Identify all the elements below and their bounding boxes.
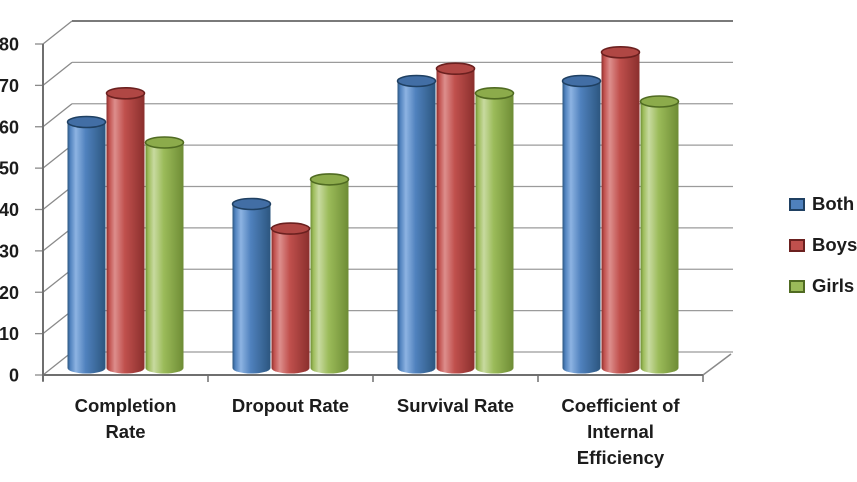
bar-top-girls-2 — [474, 87, 515, 100]
gridline-depth — [42, 144, 73, 169]
bar-top-both-2 — [396, 74, 437, 88]
bar-girls-0 — [145, 142, 184, 374]
legend-label-girls: Girls — [812, 275, 855, 296]
y-axis-label: 20 — [0, 283, 19, 303]
category-label: Coefficient of Internal Efficiency — [561, 395, 680, 468]
bar-both-2 — [397, 81, 436, 374]
bar-both-0 — [67, 122, 106, 374]
bar-top-girls-3 — [639, 95, 680, 108]
bar-top-boys-0 — [105, 87, 146, 100]
bar-girls-2 — [475, 93, 514, 374]
category-label: Survival Rate — [397, 395, 514, 416]
bar-top-both-3 — [561, 74, 602, 88]
gridline-depth — [42, 268, 73, 293]
gridline-depth — [42, 61, 73, 86]
bar-top-girls-1 — [309, 173, 350, 186]
legend-swatch-both — [789, 197, 805, 211]
bar-top-boys-3 — [600, 45, 641, 59]
bar-top-both-1 — [231, 197, 272, 211]
bar-both-3 — [562, 81, 601, 374]
legend-item-both: Both — [789, 193, 857, 215]
category-label: Completion Rate — [75, 395, 177, 442]
y-axis-label: 10 — [0, 324, 19, 344]
legend-swatch-girls — [789, 279, 805, 293]
legend-item-girls: Girls — [789, 275, 857, 297]
y-axis-label: 50 — [0, 159, 19, 179]
category-label: Dropout Rate — [232, 395, 349, 416]
y-axis-label: 0 — [9, 366, 19, 386]
bar-top-boys-2 — [435, 62, 476, 75]
gridline-depth — [42, 20, 73, 45]
y-axis-label: 40 — [0, 200, 19, 220]
bar-boys-1 — [271, 228, 310, 374]
bar-both-1 — [232, 204, 271, 374]
gridline-depth — [42, 310, 73, 335]
bar-boys-2 — [436, 68, 475, 374]
gridline-depth — [42, 351, 73, 376]
chart-legend: Both Boys Girls — [789, 193, 857, 316]
gridline-depth — [42, 227, 73, 252]
legend-label-both: Both — [812, 193, 855, 214]
gridline-depth — [42, 185, 73, 211]
legend-label-boys: Boys — [812, 234, 857, 255]
bar-girls-1 — [310, 179, 349, 374]
bar-top-girls-0 — [144, 136, 185, 149]
y-axis-label: 70 — [0, 76, 19, 96]
bar-top-both-0 — [66, 115, 107, 129]
legend-item-boys: Boys — [789, 234, 857, 256]
y-axis-label: 60 — [0, 117, 19, 137]
bar-boys-0 — [106, 93, 145, 374]
floor-right-edge — [702, 353, 732, 376]
y-axis-label: 80 — [0, 35, 19, 55]
legend-swatch-boys — [789, 238, 805, 252]
bar-boys-3 — [601, 52, 640, 374]
gridline-depth — [42, 103, 73, 128]
bar-top-boys-1 — [270, 222, 311, 235]
bar-girls-3 — [640, 101, 679, 374]
y-axis-label: 30 — [0, 241, 19, 261]
